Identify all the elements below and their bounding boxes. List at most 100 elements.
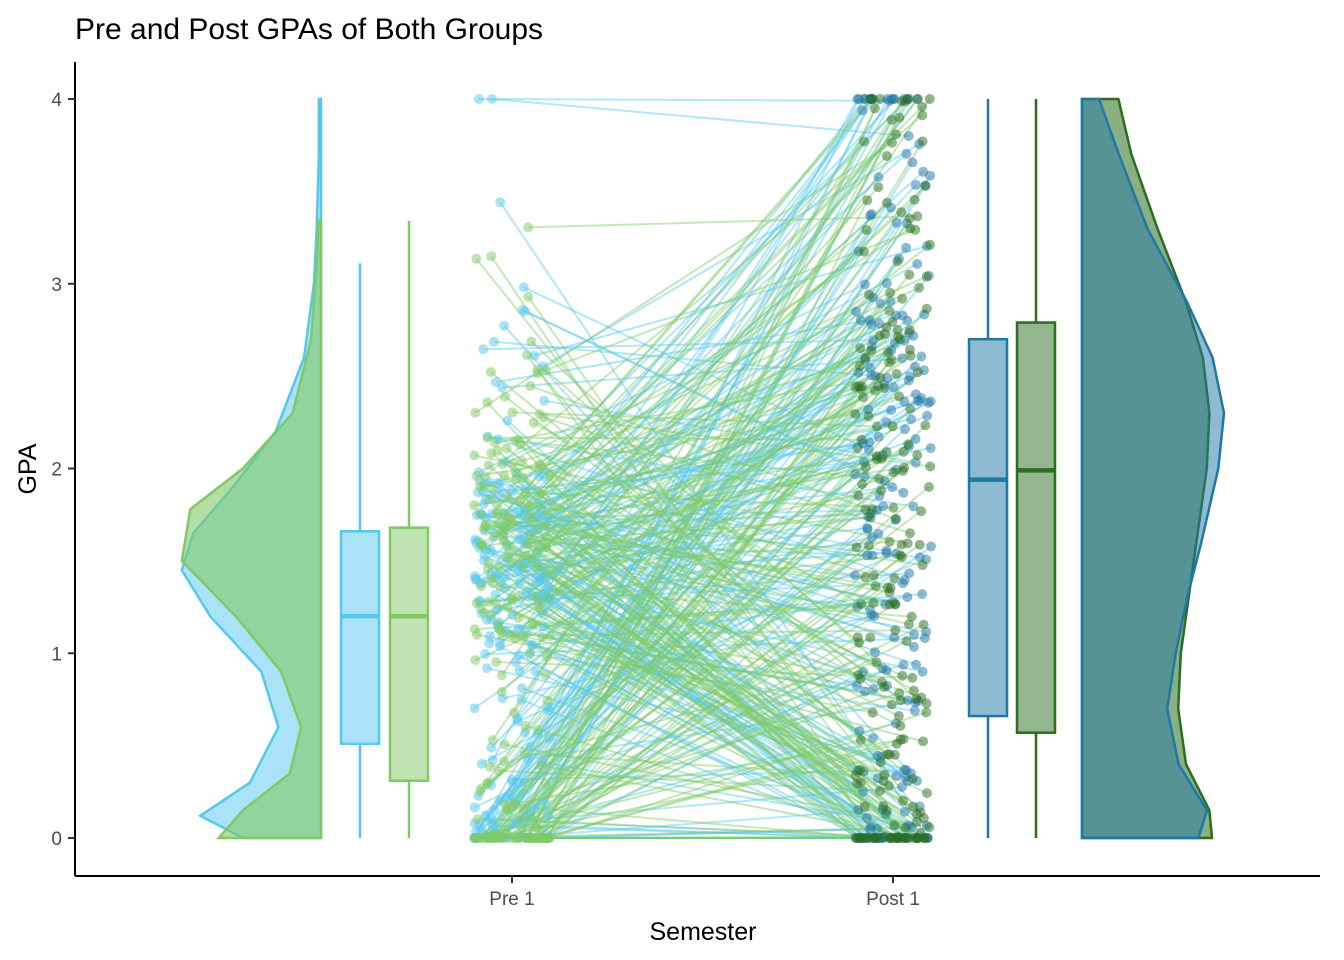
pair-line: [535, 670, 899, 839]
post-point: [917, 666, 928, 677]
pair-line: [538, 475, 909, 839]
pair-line: [475, 258, 925, 819]
boxplot-post-green-box: [1015, 321, 1057, 734]
post-point: [886, 114, 897, 125]
post-point: [881, 548, 892, 558]
post-point: [921, 698, 932, 709]
pair-line: [508, 557, 888, 687]
pair-line: [539, 227, 911, 468]
post-point: [910, 224, 921, 235]
post-point: [912, 367, 923, 378]
post-point: [854, 725, 865, 736]
pair-line: [539, 546, 901, 727]
pair-line: [518, 438, 883, 683]
pre-point: [513, 613, 524, 623]
pre-point: [527, 554, 538, 565]
post-point: [881, 278, 892, 289]
pair-line: [500, 400, 905, 584]
pair-line: [495, 603, 882, 764]
pair-line: [544, 399, 916, 464]
pair-line: [486, 389, 876, 839]
pair-line: [475, 319, 871, 580]
pair-line: [510, 282, 888, 796]
pair-line: [503, 474, 885, 782]
pair-line: [544, 260, 899, 785]
pre-point: [540, 670, 551, 681]
pair-line: [492, 824, 883, 839]
post-point: [852, 442, 863, 453]
pair-line: [538, 463, 915, 692]
pre-point: [471, 471, 482, 482]
pair-line: [523, 543, 897, 777]
post-point: [887, 137, 897, 148]
pair-line: [488, 401, 929, 645]
pre-point: [524, 501, 535, 512]
plot-area: [180, 94, 1226, 843]
pre-point: [532, 364, 543, 375]
post-point: [909, 629, 920, 640]
post-point: [917, 110, 928, 121]
pre-point: [523, 222, 534, 233]
pre-point: [491, 599, 502, 609]
post-point: [904, 344, 915, 355]
pre-point: [525, 530, 536, 541]
pre-point: [475, 509, 486, 520]
pre-point: [507, 819, 518, 830]
boxplot-pre-green: [388, 220, 430, 838]
pre-point: [480, 521, 491, 532]
post-point: [895, 720, 906, 731]
post-point: [888, 467, 899, 478]
pre-point: [469, 500, 480, 511]
pair-line: [512, 823, 864, 839]
pair-line: [496, 482, 857, 839]
post-point: [882, 582, 893, 593]
post-point: [861, 812, 872, 823]
post-point: [904, 325, 915, 336]
pair-line: [519, 400, 918, 540]
pair-line: [534, 357, 867, 839]
post-point: [864, 315, 875, 326]
pair-line: [536, 551, 869, 839]
pre-point: [544, 631, 555, 642]
pre-point: [469, 450, 480, 461]
pair-line: [529, 534, 915, 839]
pre-point: [530, 666, 541, 677]
pre-point: [479, 471, 490, 482]
pair-line: [526, 541, 873, 557]
pre-point: [518, 473, 528, 484]
pair-line: [489, 753, 896, 839]
post-point: [892, 256, 903, 267]
post-point: [916, 351, 927, 362]
pair-line: [534, 558, 858, 608]
pair-line: [483, 527, 925, 839]
pair-line: [515, 366, 871, 663]
pair-line: [540, 507, 876, 839]
post-point: [925, 396, 936, 407]
pair-line: [529, 98, 872, 535]
pre-point: [486, 610, 496, 621]
post-point: [910, 434, 921, 444]
pre-point: [498, 756, 509, 767]
boxplot-post-blue: [967, 99, 1009, 838]
post-point: [891, 129, 901, 140]
pre-point: [510, 657, 521, 667]
pair-line: [521, 699, 881, 839]
pair-line: [526, 399, 920, 522]
post-point: [897, 293, 908, 304]
pair-line: [548, 598, 899, 839]
pair-line: [487, 455, 878, 784]
post-point: [903, 131, 914, 141]
pair-line: [532, 596, 908, 647]
post-point: [875, 298, 886, 309]
pair-line: [534, 543, 903, 839]
pair-line: [528, 215, 918, 229]
post-point: [891, 771, 902, 781]
pair-line: [537, 418, 912, 504]
pair-line: [506, 518, 918, 815]
post-point: [907, 157, 918, 168]
post-point: [884, 357, 894, 368]
pair-line: [519, 175, 931, 795]
pair-line: [529, 294, 870, 654]
pre-point: [532, 562, 543, 573]
pre-point: [526, 618, 537, 629]
